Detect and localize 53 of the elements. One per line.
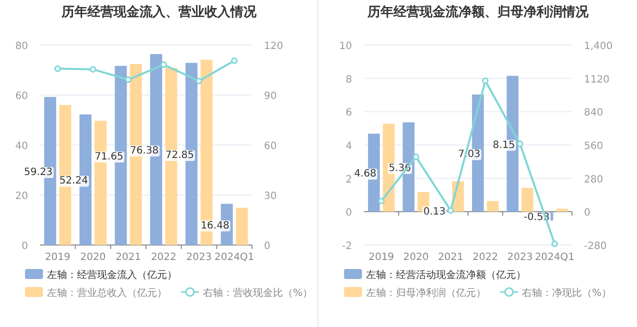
y2-tick-label: 280 [584, 174, 604, 186]
data-label: 72.85 [165, 150, 194, 161]
x-tick-label: 2019 [44, 252, 70, 263]
legend-label: 左轴：经营现金流入（亿元） [47, 269, 177, 281]
y2-tick-label: -280 [584, 241, 607, 252]
x-tick-label: 2020 [403, 252, 429, 263]
data-label: 71.65 [94, 151, 124, 162]
y2-tick-label: 1120 [584, 74, 610, 86]
y-tick-label: 0 [22, 241, 28, 252]
data-label: 59.23 [24, 166, 53, 178]
legend-label: 左轴：营业总收入（亿元） [47, 287, 167, 299]
chart-title: 历年经营现金流入、营业收入情况 [60, 4, 258, 20]
x-tick-label: 2024Q1 [214, 252, 254, 263]
x-tick-label: 2022 [150, 252, 176, 263]
data-label: 76.38 [130, 146, 159, 157]
x-tick-label: 2023 [186, 252, 212, 263]
x-tick-label: 2019 [368, 252, 394, 263]
x-tick-label: 2024Q1 [534, 252, 575, 263]
y2-tick-label: 30 [264, 191, 277, 202]
y2-tick-label: 1,400 [584, 41, 613, 52]
y2-tick-label: 90 [264, 91, 277, 102]
y-tick-label: 0 [346, 208, 352, 219]
legend-label: 左轴：经营活动现金流净额（亿元） [366, 269, 526, 281]
y-tick-label: -2 [342, 241, 352, 252]
y-tick-label: 20 [15, 191, 28, 202]
legend-label: 右轴：营收现金比（%） [203, 287, 313, 299]
x-tick-label: 2021 [116, 252, 142, 263]
y2-tick-label: 0 [584, 208, 590, 219]
x-tick-label: 2022 [472, 252, 498, 263]
data-label: 0.13 [423, 206, 446, 218]
data-label: 52.24 [59, 176, 88, 187]
legend-label: 左轴：归母净利润（亿元） [366, 287, 486, 299]
y2-tick-label: 840 [584, 108, 604, 119]
x-tick-label: 2020 [80, 252, 106, 263]
y2-tick-label: 120 [264, 41, 284, 52]
data-label: 8.15 [492, 140, 515, 151]
y-tick-label: 40 [15, 141, 28, 152]
y2-tick-label: 0 [264, 241, 270, 252]
y-tick-label: 2 [346, 174, 352, 186]
chart-title: 历年经营现金流净额、归母净利润情况 [366, 4, 590, 20]
y-tick-label: 4 [346, 141, 352, 152]
legend-label: 右轴：净现比（%） [522, 287, 612, 299]
y-tick-label: 6 [346, 108, 352, 119]
y-tick-label: 8 [346, 74, 352, 86]
y2-tick-label: 560 [584, 141, 604, 152]
y-tick-label: 10 [339, 41, 352, 52]
y-tick-label: 60 [15, 91, 28, 102]
data-label: 4.68 [354, 168, 376, 180]
y2-tick-label: 60 [264, 141, 277, 152]
data-label: 16.48 [200, 220, 230, 232]
y-tick-label: 80 [15, 41, 28, 52]
x-tick-label: 2023 [507, 252, 533, 263]
x-tick-label: 2021 [438, 252, 464, 263]
